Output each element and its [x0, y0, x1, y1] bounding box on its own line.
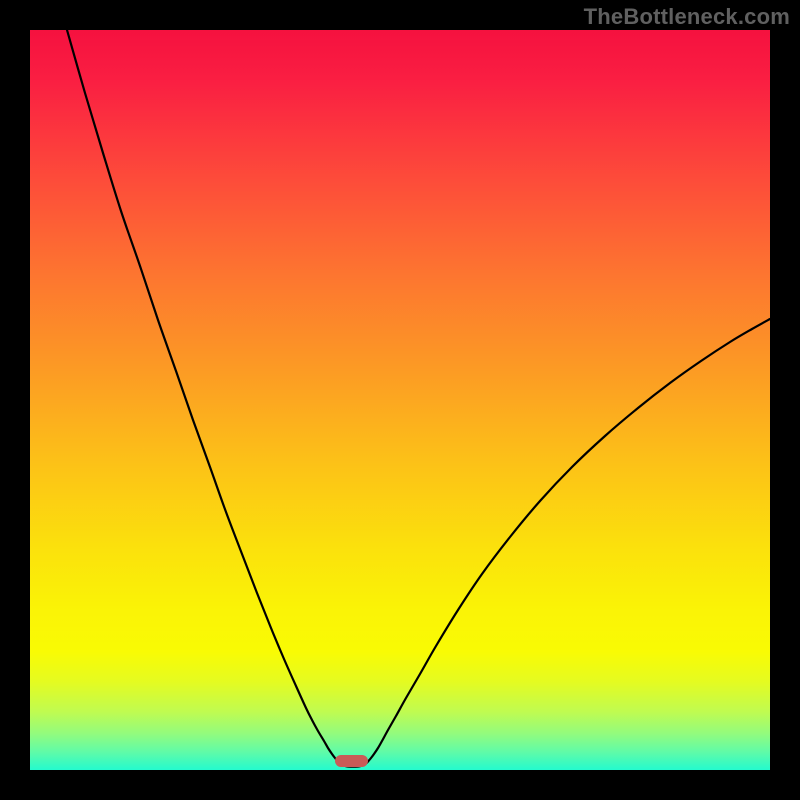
chart-svg — [30, 30, 770, 770]
optimal-point-indicator — [335, 755, 368, 767]
watermark-text: TheBottleneck.com — [584, 4, 790, 30]
plot-area — [30, 30, 770, 770]
gradient-background — [30, 30, 770, 770]
chart-frame: TheBottleneck.com — [0, 0, 800, 800]
